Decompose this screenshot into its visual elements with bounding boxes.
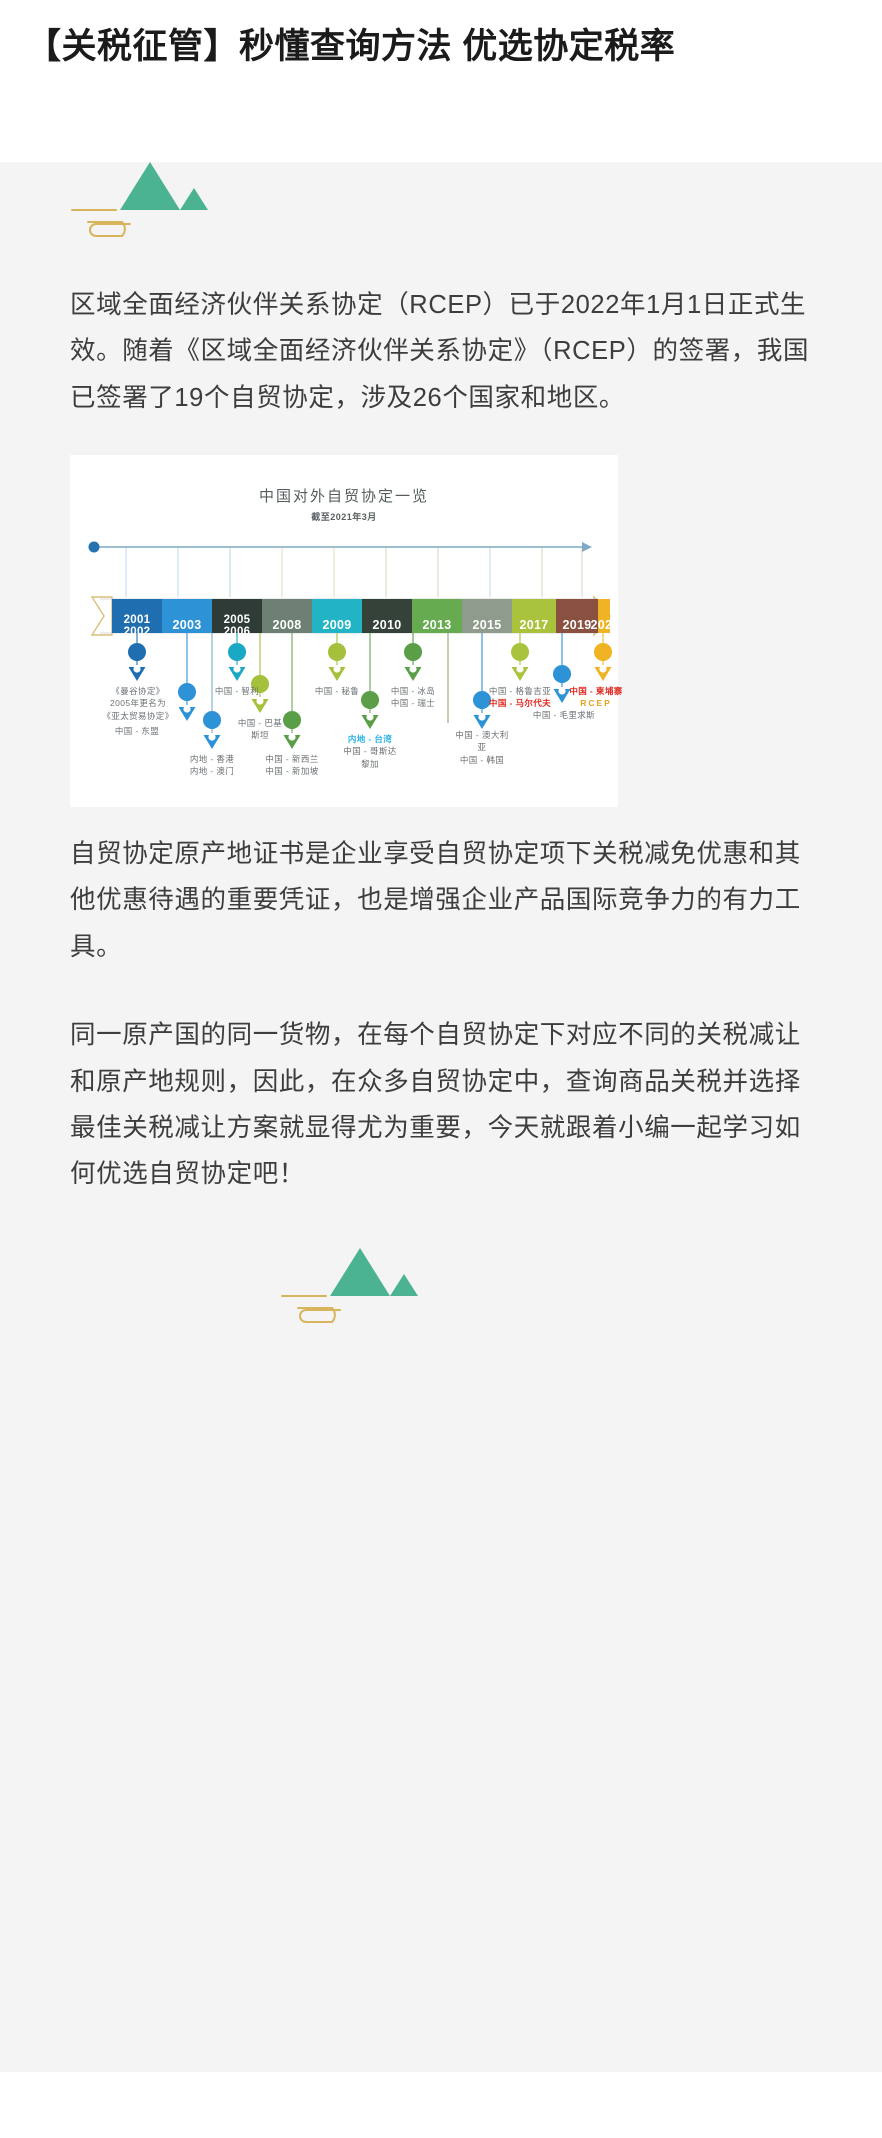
- year-block-2019: [556, 598, 598, 633]
- year-block-2001-2002: [112, 598, 162, 633]
- map-pins: [128, 642, 613, 749]
- ornament-top: [70, 161, 812, 282]
- pin-label-cambodia-rcep: 中国 - 柬埔寨 RCEP: [569, 685, 623, 709]
- pin-icon-6: [283, 710, 302, 749]
- pin-icon-7: [328, 642, 347, 681]
- pin-label-georgia-maldives: 中国 - 格鲁吉亚 中国 - 马尔代夫: [488, 685, 552, 709]
- year-block-2010: [362, 598, 412, 633]
- grid-lines: [125, 546, 583, 597]
- pin-icon-9: [404, 642, 423, 681]
- pin-icon-11: [511, 642, 530, 681]
- triangle-large-icon: [120, 161, 180, 210]
- year-label-2013: 2013: [422, 618, 452, 633]
- year-block-2008: [262, 598, 312, 633]
- year-label-2020: 2020: [590, 618, 620, 633]
- pin-icon-8: [361, 690, 380, 729]
- figure-title: 中国对外自贸协定一览: [258, 487, 429, 505]
- article-body: 区域全面经济伙伴关系协定（RCEP）已于2022年1月1日正式生效。随着《区域全…: [0, 161, 882, 2072]
- axis-arrow-icon: [582, 541, 592, 552]
- pin-label-china-chile: 中国 - 智利: [214, 685, 260, 696]
- infographic-fta-timeline: 中国对外自贸协定一览 截至2021年3月: [70, 454, 622, 807]
- page-title: 【关税征管】秒懂查询方法 优选协定税率: [26, 27, 676, 66]
- year-label-2015: 2015: [472, 618, 502, 633]
- pin-label-china-asean: 中国 - 东盟: [114, 725, 160, 736]
- pin-icon-10: [473, 690, 492, 729]
- ribbon-left-chevron: [90, 596, 113, 636]
- swirl-ornament-icon-bottom: [281, 1294, 341, 1323]
- paragraph-2: 自贸协定原产地证书是企业享受自贸协定项下关税减免优惠和其他优惠待遇的重要凭证，也…: [70, 839, 801, 961]
- pin-icon-4: [228, 642, 247, 681]
- ornament-bottom: [70, 1247, 812, 1368]
- pin-label-china-mauritius: 中国 - 毛里求斯: [532, 709, 596, 720]
- year-label-2017: 2017: [519, 618, 549, 633]
- year-block-2017: [512, 598, 556, 633]
- year-block-2013: [412, 598, 462, 633]
- year-label-2008: 2008: [272, 618, 302, 633]
- title-bar: 【关税征管】秒懂查询方法 优选协定税率: [0, 0, 882, 102]
- swirl-ornament-icon: [71, 208, 131, 237]
- pin-icon-13: [594, 642, 613, 681]
- year-label-2010: 2010: [372, 618, 402, 633]
- pin-icon-5: [251, 674, 270, 713]
- year-label-2001-2002: 2001 2002: [123, 613, 151, 638]
- pin-label-nz-singapore: 中国 - 新西兰 中国 - 新加坡: [265, 753, 319, 777]
- triangle-small-icon: [180, 187, 208, 210]
- paragraph-3: 同一原产国的同一货物，在每个自贸协定下对应不同的关税减让和原产地规则，因此，在众…: [70, 1021, 801, 1189]
- year-label-2019: 2019: [562, 618, 592, 633]
- year-block-2015: [462, 598, 512, 633]
- year-label-2005-2006: 2005 2006: [223, 613, 251, 638]
- year-label-2003: 2003: [172, 618, 202, 633]
- pin-icon-12: [553, 664, 572, 703]
- pin-label-bangkok-agreement: 《曼谷协定》 2005年更名为 《亚太贸易协定》: [102, 685, 174, 721]
- year-block-2005-2006: [212, 598, 262, 633]
- pin-label-iceland-switzerland: 中国 - 冰岛 中国 - 瑞士: [390, 685, 436, 709]
- pin-label-mainland-hk-macao: 内地 - 香港 内地 - 澳门: [189, 753, 235, 777]
- pin-icon-3: [203, 710, 222, 749]
- figure-subtitle: 截至2021年3月: [311, 511, 377, 522]
- pin-label-taiwan-costarica: 内地 - 台湾 中国 - 哥斯达 黎加: [343, 733, 397, 769]
- triangle-small-icon-bottom: [390, 1273, 418, 1296]
- year-block-2020: [598, 598, 610, 633]
- pin-icon-1: [128, 642, 147, 681]
- figure-header: 中国对外自贸协定一览 截至2021年3月: [70, 471, 618, 525]
- timeline-svg: [88, 541, 613, 749]
- year-block-2009: [312, 598, 362, 633]
- paragraph-1: 区域全面经济伙伴关系协定（RCEP）已于2022年1月1日正式生效。随着《区域全…: [70, 290, 810, 412]
- axis-start-dot: [88, 541, 100, 553]
- pin-label-australia-korea: 中国 - 澳大利 亚 中国 - 韩国: [455, 729, 509, 765]
- year-blocks: [112, 598, 610, 633]
- triangle-large-icon-bottom: [330, 1247, 390, 1296]
- pin-icon-2: [178, 682, 197, 721]
- year-label-2009: 2009: [322, 618, 352, 633]
- pin-label-china-pakistan: 中国 - 巴基 斯坦: [237, 717, 283, 741]
- timeline-chart: 2001 2002 2003 2005 2006 2008 2009 2010 …: [70, 537, 622, 787]
- pin-label-china-peru: 中国 - 秘鲁: [314, 685, 360, 696]
- year-block-2003: [162, 598, 212, 633]
